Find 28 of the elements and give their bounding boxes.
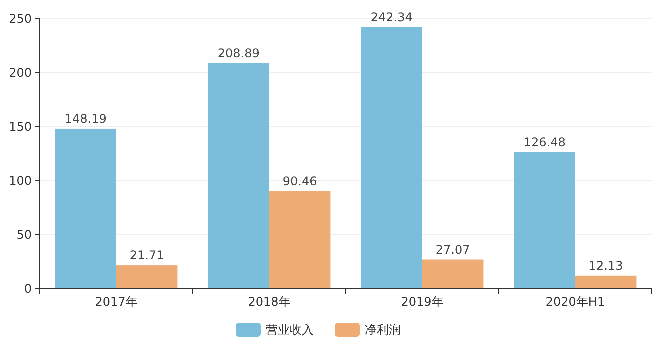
- bar: [208, 63, 270, 289]
- legend-label: 净利润: [365, 323, 401, 337]
- data-label: 21.71: [130, 248, 164, 263]
- bar: [55, 128, 116, 289]
- x-tick-label: 2020年H1: [546, 295, 606, 309]
- y-tick-label: 150: [9, 120, 32, 134]
- y-tick-label: 200: [9, 66, 32, 80]
- bar: [270, 191, 331, 289]
- data-label: 208.89: [218, 46, 260, 60]
- data-label: 242.34: [370, 10, 413, 24]
- bar: [576, 276, 637, 289]
- data-label: 27.07: [436, 242, 470, 257]
- bar: [422, 260, 484, 289]
- y-tick-label: 250: [9, 12, 32, 26]
- data-label: 12.13: [588, 258, 624, 273]
- data-label: 126.48: [524, 135, 566, 150]
- data-label: 90.46: [282, 174, 318, 188]
- y-tick-label: 100: [9, 174, 32, 188]
- data-label: 148.19: [64, 112, 107, 126]
- bar: [514, 152, 576, 289]
- y-tick-label: 0: [24, 282, 32, 296]
- x-tick-label: 2017年: [95, 295, 138, 309]
- bar: [361, 27, 422, 289]
- x-tick-label: 2018年: [248, 295, 291, 309]
- legend-label: 营业收入: [266, 323, 314, 337]
- x-tick-label: 2019年: [401, 295, 444, 309]
- y-tick-label: 50: [16, 228, 32, 242]
- bar: [116, 266, 178, 289]
